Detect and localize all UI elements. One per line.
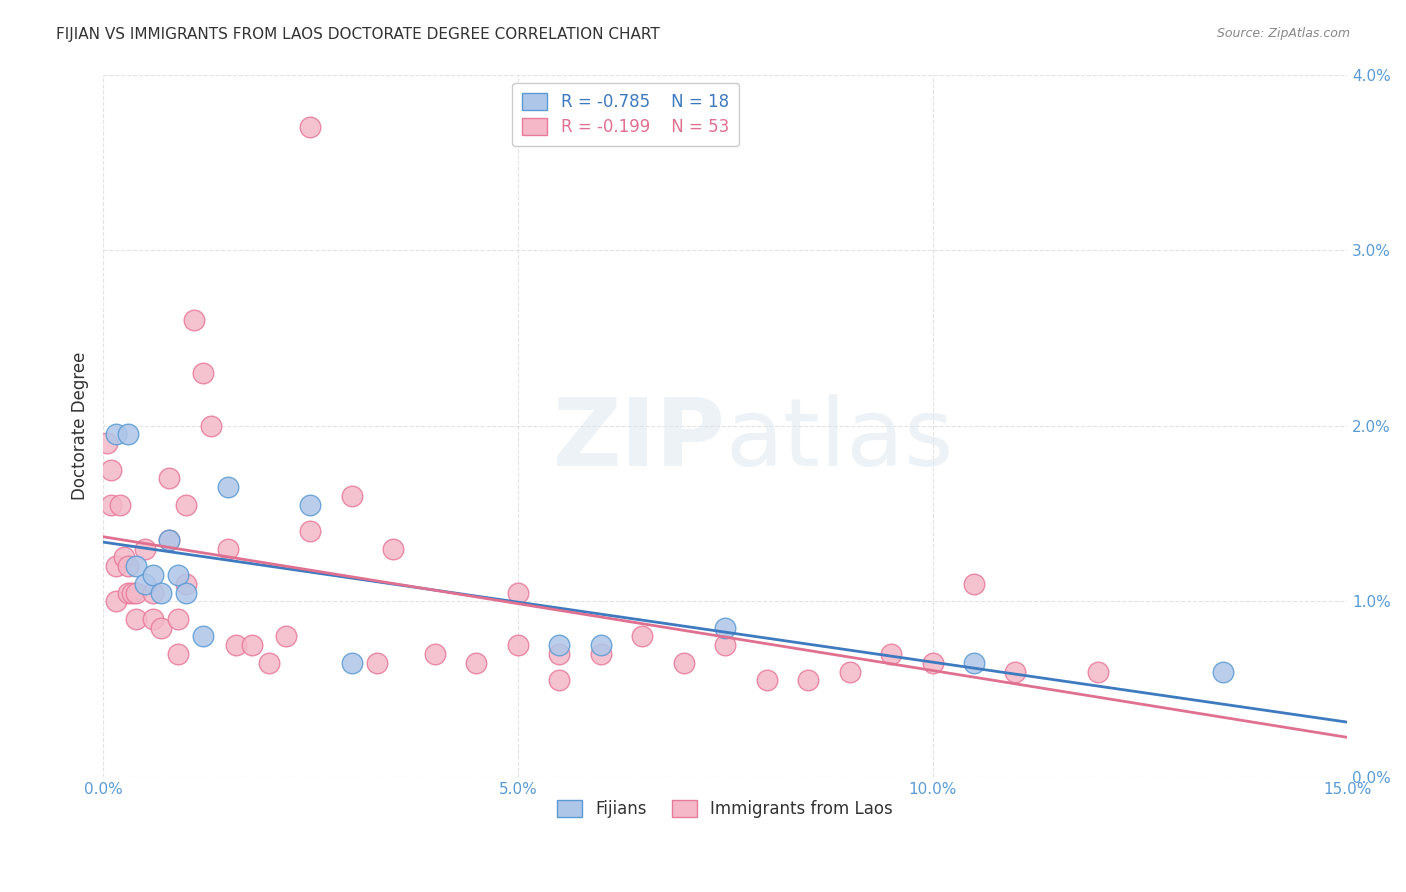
Point [166, 647, 188, 661]
Point [1004, 665, 1026, 679]
Point [548, 638, 571, 652]
Point [299, 120, 322, 135]
Y-axis label: Doctorate Degree: Doctorate Degree [72, 351, 89, 500]
Point [589, 647, 612, 661]
Point [548, 673, 571, 688]
Point [217, 480, 239, 494]
Point [134, 576, 156, 591]
Text: atlas: atlas [725, 393, 953, 486]
Legend: Fijians, Immigrants from Laos: Fijians, Immigrants from Laos [551, 793, 900, 825]
Point [340, 656, 363, 670]
Point [159, 471, 181, 485]
Text: ZIP: ZIP [553, 393, 725, 486]
Point [548, 647, 571, 661]
Point [142, 585, 165, 599]
Point [159, 533, 181, 547]
Text: FIJIAN VS IMMIGRANTS FROM LAOS DOCTORATE DEGREE CORRELATION CHART: FIJIAN VS IMMIGRANTS FROM LAOS DOCTORATE… [56, 27, 659, 42]
Point [963, 576, 986, 591]
Point [200, 418, 222, 433]
Point [963, 656, 986, 670]
Point [225, 638, 247, 652]
Point [121, 585, 143, 599]
Point [714, 638, 737, 652]
Point [183, 313, 205, 327]
Point [299, 524, 322, 538]
Point [117, 559, 139, 574]
Point [117, 427, 139, 442]
Point [100, 462, 122, 476]
Point [506, 585, 529, 599]
Point [142, 612, 165, 626]
Point [112, 550, 135, 565]
Point [174, 576, 197, 591]
Text: Source: ZipAtlas.com: Source: ZipAtlas.com [1216, 27, 1350, 40]
Point [631, 629, 654, 643]
Point [150, 621, 173, 635]
Point [191, 629, 214, 643]
Point [125, 559, 148, 574]
Point [382, 541, 405, 556]
Point [242, 638, 264, 652]
Point [125, 585, 148, 599]
Point [108, 498, 131, 512]
Point [96, 436, 118, 450]
Point [104, 559, 127, 574]
Point [880, 647, 903, 661]
Point [150, 585, 173, 599]
Point [672, 656, 695, 670]
Point [340, 489, 363, 503]
Point [134, 541, 156, 556]
Point [159, 533, 181, 547]
Point [274, 629, 297, 643]
Point [191, 366, 214, 380]
Point [104, 427, 127, 442]
Point [257, 656, 280, 670]
Point [366, 656, 388, 670]
Point [838, 665, 860, 679]
Point [1212, 665, 1234, 679]
Point [299, 498, 322, 512]
Point [755, 673, 778, 688]
Point [100, 498, 122, 512]
Point [166, 568, 188, 582]
Point [166, 612, 188, 626]
Point [125, 612, 148, 626]
Point [714, 621, 737, 635]
Point [465, 656, 488, 670]
Point [1087, 665, 1109, 679]
Point [506, 638, 529, 652]
Point [174, 585, 197, 599]
Point [797, 673, 820, 688]
Point [423, 647, 446, 661]
Point [142, 568, 165, 582]
Point [117, 585, 139, 599]
Point [217, 541, 239, 556]
Point [104, 594, 127, 608]
Point [589, 638, 612, 652]
Point [921, 656, 943, 670]
Point [174, 498, 197, 512]
